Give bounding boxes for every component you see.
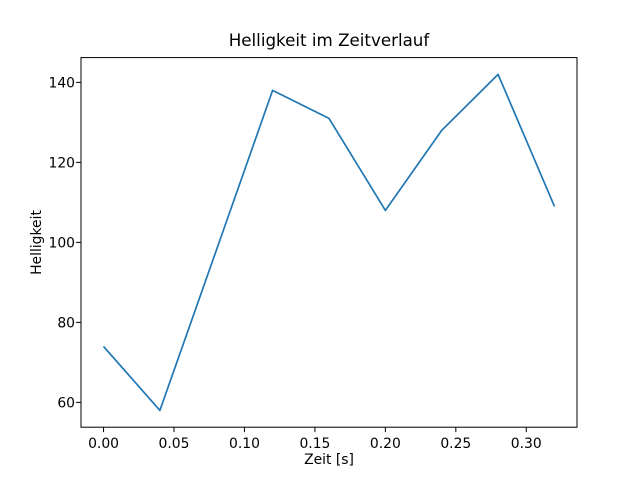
- y-tick-label: 140: [48, 75, 75, 91]
- chart-title: Helligkeit im Zeitverlauf: [229, 30, 431, 50]
- y-tick-label: 80: [57, 315, 75, 331]
- x-tick-label: 0.30: [511, 436, 542, 452]
- x-tick-label: 0.20: [370, 436, 401, 452]
- brightness-line: [102, 73, 556, 412]
- y-tick-label: 120: [48, 155, 75, 171]
- y-axis-label: Helligkeit: [29, 210, 45, 275]
- x-axis-ticks: 0.00 0.05 0.10 0.15 0.20 0.25 0.30: [88, 427, 542, 452]
- x-tick-label: 0.05: [159, 436, 190, 452]
- plot-area: [80, 57, 578, 428]
- y-tick-label: 60: [57, 395, 75, 411]
- x-axis-label: Zeit [s]: [304, 452, 354, 468]
- x-tick-label: 0.15: [299, 436, 330, 452]
- x-tick-label: 0.10: [229, 436, 260, 452]
- y-tick-label: 100: [48, 235, 75, 251]
- x-tick-label: 0.00: [88, 436, 119, 452]
- y-axis-ticks: 60 80 100 120 140: [48, 75, 81, 411]
- series-group: [102, 73, 556, 412]
- x-tick-label: 0.25: [440, 436, 471, 452]
